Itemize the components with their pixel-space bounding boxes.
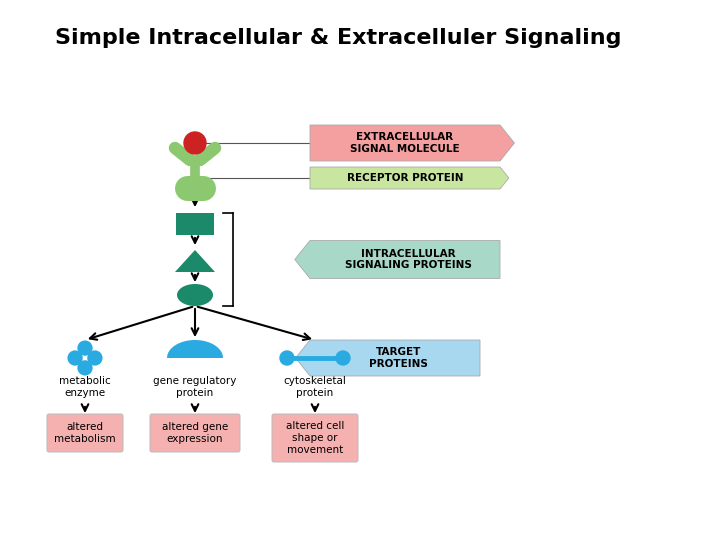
FancyBboxPatch shape	[176, 213, 214, 235]
Polygon shape	[175, 250, 215, 272]
Ellipse shape	[77, 340, 93, 356]
Text: altered cell
shape or
movement: altered cell shape or movement	[286, 421, 344, 455]
Text: Simple Intracellular & Extracelluler Signaling: Simple Intracellular & Extracelluler Sig…	[55, 28, 621, 48]
Ellipse shape	[177, 284, 213, 306]
Circle shape	[336, 351, 350, 365]
Ellipse shape	[87, 350, 102, 366]
FancyBboxPatch shape	[272, 414, 358, 462]
Circle shape	[194, 179, 212, 197]
Text: cytoskeletal
protein: cytoskeletal protein	[284, 376, 346, 397]
FancyBboxPatch shape	[47, 414, 123, 452]
Text: INTRACELLULAR
SIGNALING PROTEINS: INTRACELLULAR SIGNALING PROTEINS	[346, 249, 472, 271]
Polygon shape	[310, 167, 509, 189]
Polygon shape	[167, 340, 223, 358]
Polygon shape	[296, 340, 480, 376]
Circle shape	[280, 351, 294, 365]
Ellipse shape	[68, 350, 83, 366]
Text: RECEPTOR PROTEIN: RECEPTOR PROTEIN	[347, 173, 463, 183]
Polygon shape	[310, 125, 514, 161]
Text: altered gene
expression: altered gene expression	[162, 422, 228, 444]
Text: EXTRACELLULAR
SIGNAL MOLECULE: EXTRACELLULAR SIGNAL MOLECULE	[350, 132, 460, 154]
Circle shape	[178, 179, 196, 197]
Circle shape	[184, 132, 206, 154]
Text: gene regulatory
protein: gene regulatory protein	[153, 376, 237, 397]
Text: TARGET
PROTEINS: TARGET PROTEINS	[369, 347, 428, 369]
Polygon shape	[294, 240, 500, 279]
FancyBboxPatch shape	[150, 414, 240, 452]
Text: altered
metabolism: altered metabolism	[54, 422, 116, 444]
Ellipse shape	[77, 360, 93, 375]
Text: metabolic
enzyme: metabolic enzyme	[59, 376, 111, 397]
